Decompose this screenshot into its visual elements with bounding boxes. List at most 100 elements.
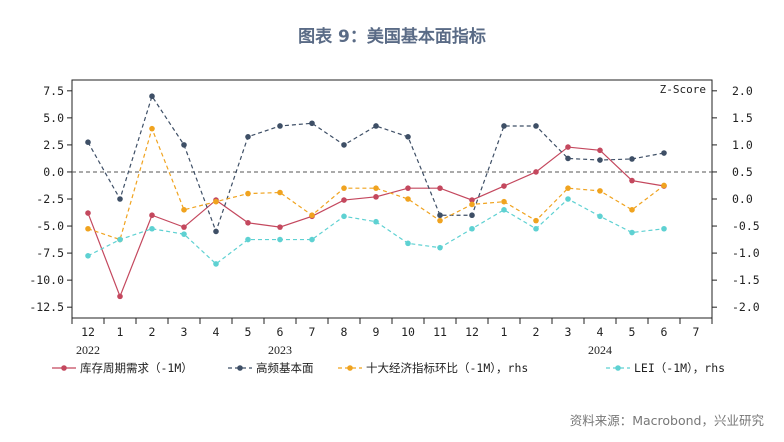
x-axis-tick-label: 1 xyxy=(117,325,124,339)
series-point xyxy=(85,139,91,146)
series-point xyxy=(373,194,379,200)
series-point xyxy=(469,225,475,232)
right-axis-tick-label: -1.0 xyxy=(732,246,760,260)
series-point xyxy=(341,185,347,191)
series-point xyxy=(245,236,251,243)
series-point xyxy=(405,185,411,191)
series-group xyxy=(85,125,667,243)
right-axis-title: Z-Score xyxy=(660,83,706,96)
series-point xyxy=(181,142,187,148)
source-note: 资料来源：Macrobond，兴业研究 xyxy=(569,413,764,428)
series-point xyxy=(597,157,603,163)
series-point xyxy=(533,217,539,224)
series-point xyxy=(469,201,475,208)
chart-title: 图表 9：美国基本面指标 xyxy=(298,27,486,47)
right-axis-tick-label: 0.5 xyxy=(732,165,753,179)
series-point xyxy=(661,225,667,232)
series-point xyxy=(629,156,635,162)
x-axis-tick-label: 2 xyxy=(533,325,540,339)
legend-label: 十大经济指标环比（-1M），rhs xyxy=(366,361,528,375)
left-axis-tick-label: 5.0 xyxy=(43,111,64,125)
series-point xyxy=(373,185,379,191)
series-point xyxy=(181,231,187,237)
series-point xyxy=(149,93,155,100)
left-axis-tick-label: -12.5 xyxy=(29,300,64,314)
legend-label: 库存周期需求（-1M） xyxy=(80,361,193,375)
series-point xyxy=(373,218,379,225)
series-point xyxy=(341,142,347,148)
series-point xyxy=(245,220,251,226)
series-group xyxy=(85,196,667,267)
series-point xyxy=(85,210,91,216)
series-point xyxy=(565,155,571,162)
series-point xyxy=(245,133,251,140)
series-point xyxy=(597,213,603,220)
series-point xyxy=(533,225,539,232)
x-axis-tick-label: 6 xyxy=(661,325,668,339)
series-point xyxy=(277,224,283,230)
right-axis-tick-label: 0.0 xyxy=(732,192,753,206)
series-point xyxy=(245,190,251,197)
legend-swatch-marker xyxy=(347,365,353,371)
series-point xyxy=(501,183,507,189)
series-point xyxy=(309,212,315,219)
series-point xyxy=(213,261,219,267)
x-axis-tick-label: 6 xyxy=(277,325,284,339)
right-axis-tick-label: 1.0 xyxy=(732,138,753,152)
series-point xyxy=(405,240,411,247)
series-point xyxy=(181,207,187,213)
x-axis-tick-label: 10 xyxy=(401,325,415,339)
x-axis-tick-label: 3 xyxy=(565,325,572,339)
series-point xyxy=(373,123,379,129)
x-axis-tick-label: 12 xyxy=(465,325,479,339)
series-point xyxy=(597,188,603,194)
series-point xyxy=(149,212,155,219)
series-point xyxy=(309,236,315,243)
series-point xyxy=(501,198,507,205)
series-layer xyxy=(85,93,667,300)
legend-swatch-marker xyxy=(615,365,621,371)
series-point xyxy=(117,236,123,243)
series-point xyxy=(85,252,91,259)
left-axis-tick-label: -10.0 xyxy=(29,273,64,287)
axes-layer: 7.5 5.0 2.5 0.0 -2.5 -5.0 -7.5 -10.0 -12.5 2.0 1.5… xyxy=(29,79,760,357)
series-point xyxy=(501,123,507,129)
legend-label: 高频基本面 xyxy=(256,361,314,375)
series-point xyxy=(629,207,635,213)
series-point xyxy=(629,177,635,184)
series-point xyxy=(149,125,155,132)
legend-layer: 库存周期需求（-1M） 高频基本面 十大经济指标环比（-1M），rhs LEI（-1M… xyxy=(52,361,725,375)
x-axis-tick-label: 12 xyxy=(81,325,95,339)
x-axis-tick-label: 1 xyxy=(501,325,508,339)
series-point xyxy=(117,196,123,202)
series-point xyxy=(277,236,283,243)
legend-label: LEI（-1M），rhs xyxy=(634,361,725,375)
x-axis-tick-label: 5 xyxy=(245,325,252,339)
left-axis-tick-label: -2.5 xyxy=(36,192,64,206)
x-axis-year-label: 2024 xyxy=(588,343,612,357)
right-axis-tick-label: -0.5 xyxy=(732,219,760,233)
x-axis-year-label: 2023 xyxy=(268,343,292,357)
series-point xyxy=(309,120,315,127)
series-point xyxy=(149,225,155,232)
left-axis-tick-label: -7.5 xyxy=(36,246,64,260)
x-axis-tick-label: 7 xyxy=(693,325,700,339)
series-point xyxy=(565,196,571,202)
series-point xyxy=(405,133,411,140)
right-axis-tick-label: -2.0 xyxy=(732,300,760,314)
series-point xyxy=(533,123,539,129)
left-axis-tick-label: 0.0 xyxy=(43,165,64,179)
series-point xyxy=(437,217,443,224)
plot-frame xyxy=(71,79,713,319)
series-point xyxy=(661,150,667,156)
series-point xyxy=(85,225,91,232)
series-point xyxy=(405,196,411,202)
x-axis-tick-label: 4 xyxy=(213,325,220,339)
right-axis-tick-label: -1.5 xyxy=(732,273,760,287)
series-point xyxy=(565,185,571,191)
series-point xyxy=(469,212,475,219)
series-point xyxy=(277,123,283,129)
left-axis-tick-label: 2.5 xyxy=(43,138,64,152)
series-point xyxy=(501,207,507,213)
